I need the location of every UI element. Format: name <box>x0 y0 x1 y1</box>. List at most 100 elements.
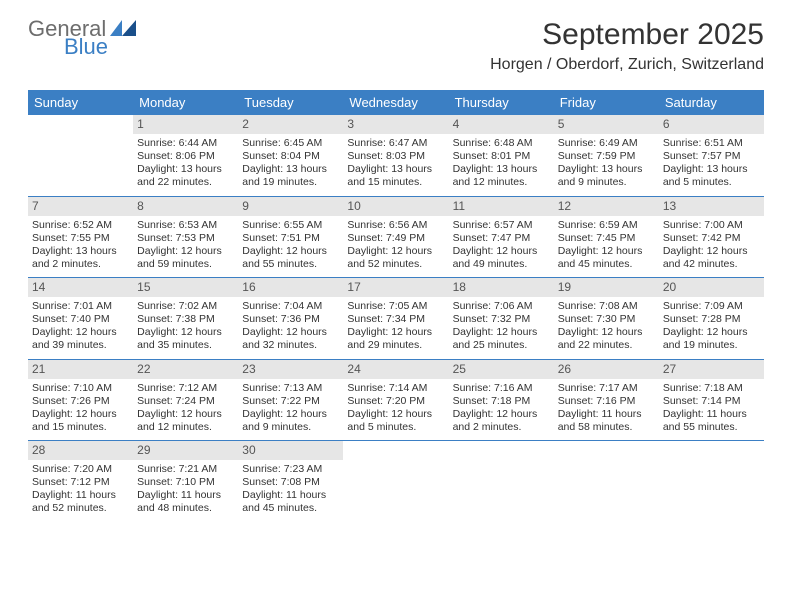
sunrise-text: Sunrise: 7:08 AM <box>558 300 655 313</box>
day-cell: 11Sunrise: 6:57 AMSunset: 7:47 PMDayligh… <box>449 197 554 278</box>
day-number: 30 <box>238 441 343 460</box>
day-header-thursday: Thursday <box>449 90 554 115</box>
sunset-text: Sunset: 7:57 PM <box>663 150 760 163</box>
day-cell: 3Sunrise: 6:47 AMSunset: 8:03 PMDaylight… <box>343 115 448 196</box>
weeks-container: 1Sunrise: 6:44 AMSunset: 8:06 PMDaylight… <box>28 115 764 522</box>
daylight-text: and 2 minutes. <box>32 258 129 271</box>
daylight-text: and 2 minutes. <box>453 421 550 434</box>
sunset-text: Sunset: 7:38 PM <box>137 313 234 326</box>
day-cell: 5Sunrise: 6:49 AMSunset: 7:59 PMDaylight… <box>554 115 659 196</box>
sunset-text: Sunset: 8:04 PM <box>242 150 339 163</box>
sunset-text: Sunset: 7:53 PM <box>137 232 234 245</box>
daylight-text: and 55 minutes. <box>242 258 339 271</box>
day-number: 1 <box>133 115 238 134</box>
daylight-text: and 22 minutes. <box>558 339 655 352</box>
sunset-text: Sunset: 7:14 PM <box>663 395 760 408</box>
day-number: 10 <box>343 197 448 216</box>
day-cell: 2Sunrise: 6:45 AMSunset: 8:04 PMDaylight… <box>238 115 343 196</box>
sunset-text: Sunset: 7:49 PM <box>347 232 444 245</box>
sunset-text: Sunset: 7:51 PM <box>242 232 339 245</box>
day-cell: 6Sunrise: 6:51 AMSunset: 7:57 PMDaylight… <box>659 115 764 196</box>
day-cell: 9Sunrise: 6:55 AMSunset: 7:51 PMDaylight… <box>238 197 343 278</box>
day-cell: 7Sunrise: 6:52 AMSunset: 7:55 PMDaylight… <box>28 197 133 278</box>
daylight-text: and 58 minutes. <box>558 421 655 434</box>
sunrise-text: Sunrise: 7:06 AM <box>453 300 550 313</box>
location-text: Horgen / Oberdorf, Zurich, Switzerland <box>490 56 764 74</box>
sunset-text: Sunset: 7:32 PM <box>453 313 550 326</box>
day-header-friday: Friday <box>554 90 659 115</box>
daylight-text: and 25 minutes. <box>453 339 550 352</box>
sunset-text: Sunset: 7:10 PM <box>137 476 234 489</box>
day-header-saturday: Saturday <box>659 90 764 115</box>
day-number: 8 <box>133 197 238 216</box>
sunrise-text: Sunrise: 6:56 AM <box>347 219 444 232</box>
sunrise-text: Sunrise: 7:14 AM <box>347 382 444 395</box>
daylight-text: and 19 minutes. <box>242 176 339 189</box>
day-number: 2 <box>238 115 343 134</box>
day-number: 13 <box>659 197 764 216</box>
daylight-text: Daylight: 12 hours <box>242 326 339 339</box>
daylight-text: and 5 minutes. <box>347 421 444 434</box>
day-cell: 30Sunrise: 7:23 AMSunset: 7:08 PMDayligh… <box>238 441 343 522</box>
sunset-text: Sunset: 7:40 PM <box>32 313 129 326</box>
calendar: SundayMondayTuesdayWednesdayThursdayFrid… <box>28 90 764 522</box>
day-cell: 20Sunrise: 7:09 AMSunset: 7:28 PMDayligh… <box>659 278 764 359</box>
day-number: 4 <box>449 115 554 134</box>
daylight-text: Daylight: 13 hours <box>663 163 760 176</box>
day-number: 15 <box>133 278 238 297</box>
daylight-text: Daylight: 13 hours <box>32 245 129 258</box>
daylight-text: Daylight: 12 hours <box>347 408 444 421</box>
sunrise-text: Sunrise: 6:59 AM <box>558 219 655 232</box>
daylight-text: and 12 minutes. <box>137 421 234 434</box>
sunrise-text: Sunrise: 6:49 AM <box>558 137 655 150</box>
sunset-text: Sunset: 7:12 PM <box>32 476 129 489</box>
day-number: 25 <box>449 360 554 379</box>
sunrise-text: Sunrise: 6:55 AM <box>242 219 339 232</box>
sunset-text: Sunset: 7:26 PM <box>32 395 129 408</box>
daylight-text: Daylight: 12 hours <box>453 326 550 339</box>
sunset-text: Sunset: 7:08 PM <box>242 476 339 489</box>
week-row: 28Sunrise: 7:20 AMSunset: 7:12 PMDayligh… <box>28 441 764 522</box>
day-number: 20 <box>659 278 764 297</box>
sunrise-text: Sunrise: 7:16 AM <box>453 382 550 395</box>
week-row: 1Sunrise: 6:44 AMSunset: 8:06 PMDaylight… <box>28 115 764 197</box>
daylight-text: and 49 minutes. <box>453 258 550 271</box>
day-cell: 18Sunrise: 7:06 AMSunset: 7:32 PMDayligh… <box>449 278 554 359</box>
daylight-text: Daylight: 11 hours <box>137 489 234 502</box>
daylight-text: Daylight: 12 hours <box>663 326 760 339</box>
header: General Blue September 2025 Horgen / Obe… <box>0 0 792 82</box>
sunrise-text: Sunrise: 7:12 AM <box>137 382 234 395</box>
daylight-text: and 39 minutes. <box>32 339 129 352</box>
week-row: 7Sunrise: 6:52 AMSunset: 7:55 PMDaylight… <box>28 197 764 279</box>
daylight-text: and 22 minutes. <box>137 176 234 189</box>
daylight-text: Daylight: 11 hours <box>558 408 655 421</box>
day-cell: 4Sunrise: 6:48 AMSunset: 8:01 PMDaylight… <box>449 115 554 196</box>
day-number: 26 <box>554 360 659 379</box>
day-cell: 24Sunrise: 7:14 AMSunset: 7:20 PMDayligh… <box>343 360 448 441</box>
daylight-text: and 48 minutes. <box>137 502 234 515</box>
daylight-text: and 5 minutes. <box>663 176 760 189</box>
sunrise-text: Sunrise: 6:51 AM <box>663 137 760 150</box>
empty-cell <box>659 441 764 522</box>
day-cell: 29Sunrise: 7:21 AMSunset: 7:10 PMDayligh… <box>133 441 238 522</box>
daylight-text: and 32 minutes. <box>242 339 339 352</box>
daylight-text: Daylight: 12 hours <box>663 245 760 258</box>
sunset-text: Sunset: 8:01 PM <box>453 150 550 163</box>
day-cell: 27Sunrise: 7:18 AMSunset: 7:14 PMDayligh… <box>659 360 764 441</box>
empty-cell <box>343 441 448 522</box>
day-cell: 13 Sunrise: 7:00 AMSunset: 7:42 PMDayligh… <box>659 197 764 278</box>
sunrise-text: Sunrise: 7:01 AM <box>32 300 129 313</box>
sunset-text: Sunset: 7:42 PM <box>663 232 760 245</box>
day-header-row: SundayMondayTuesdayWednesdayThursdayFrid… <box>28 90 764 115</box>
sunrise-text: Sunrise: 7:00 AM <box>663 219 760 232</box>
day-cell: 25Sunrise: 7:16 AMSunset: 7:18 PMDayligh… <box>449 360 554 441</box>
daylight-text: and 42 minutes. <box>663 258 760 271</box>
brand-logo: General Blue <box>28 18 136 58</box>
day-cell: 21Sunrise: 7:10 AMSunset: 7:26 PMDayligh… <box>28 360 133 441</box>
sunset-text: Sunset: 7:55 PM <box>32 232 129 245</box>
day-cell: 10Sunrise: 6:56 AMSunset: 7:49 PMDayligh… <box>343 197 448 278</box>
sunset-text: Sunset: 7:22 PM <box>242 395 339 408</box>
sunrise-text: Sunrise: 6:52 AM <box>32 219 129 232</box>
day-number: 17 <box>343 278 448 297</box>
daylight-text: Daylight: 12 hours <box>137 326 234 339</box>
